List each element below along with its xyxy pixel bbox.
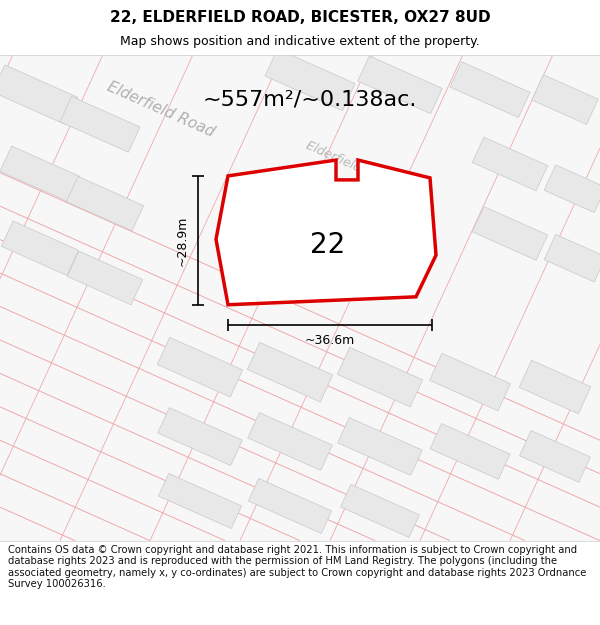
Polygon shape [472,137,548,191]
Text: ~36.6m: ~36.6m [305,334,355,347]
Polygon shape [158,473,242,529]
Text: ~557m²/~0.138ac.: ~557m²/~0.138ac. [203,89,417,109]
Polygon shape [544,165,600,212]
Polygon shape [1,221,79,276]
Text: Elderfield Road: Elderfield Road [105,79,217,140]
Polygon shape [265,49,355,111]
Polygon shape [157,338,242,397]
Polygon shape [519,360,591,414]
Text: Contains OS data © Crown copyright and database right 2021. This information is : Contains OS data © Crown copyright and d… [8,544,586,589]
Polygon shape [544,234,600,282]
Polygon shape [248,412,332,471]
Text: Map shows position and indicative extent of the property.: Map shows position and indicative extent… [120,35,480,48]
Polygon shape [358,56,442,114]
Polygon shape [158,408,242,466]
Polygon shape [0,146,80,202]
Polygon shape [248,478,332,534]
Polygon shape [60,96,140,152]
Polygon shape [430,353,511,411]
Polygon shape [337,348,422,407]
Polygon shape [341,484,419,538]
Polygon shape [430,424,510,479]
Text: Elderfield Road: Elderfield Road [304,139,396,189]
Polygon shape [532,75,598,124]
Text: 22: 22 [310,231,346,259]
Polygon shape [216,160,436,305]
Polygon shape [338,418,422,476]
Polygon shape [472,206,548,260]
Polygon shape [247,342,332,402]
Text: 22, ELDERFIELD ROAD, BICESTER, OX27 8UD: 22, ELDERFIELD ROAD, BICESTER, OX27 8UD [110,10,490,25]
Polygon shape [67,251,143,305]
Text: ~28.9m: ~28.9m [176,215,188,266]
Polygon shape [520,431,590,482]
Polygon shape [67,176,143,231]
Polygon shape [0,65,77,124]
Polygon shape [450,62,530,118]
